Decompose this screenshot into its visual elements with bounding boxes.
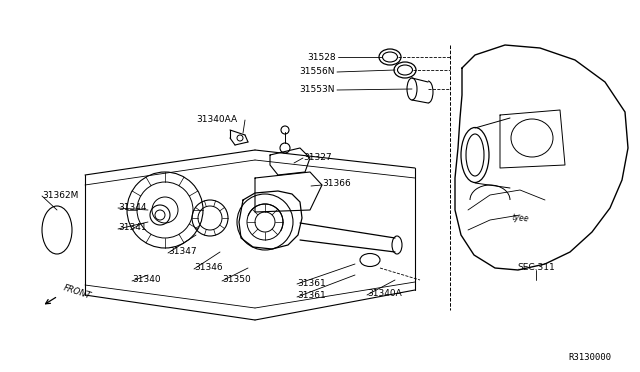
Text: 31327: 31327 (303, 153, 332, 161)
Text: 31340: 31340 (132, 276, 161, 285)
Text: 31361: 31361 (297, 292, 326, 301)
Text: 31361: 31361 (297, 279, 326, 288)
Text: 31553N: 31553N (300, 86, 335, 94)
Text: 31362M: 31362M (42, 190, 78, 199)
Text: 31350: 31350 (222, 276, 251, 285)
Text: SEC.311: SEC.311 (517, 263, 555, 273)
Text: 31344: 31344 (118, 202, 147, 212)
Text: 31346: 31346 (194, 263, 223, 273)
Text: 31347: 31347 (168, 247, 196, 257)
Text: 31340A: 31340A (367, 289, 402, 298)
Text: 31556N: 31556N (300, 67, 335, 77)
Text: tyee: tyee (511, 213, 529, 223)
Text: FRONT: FRONT (62, 283, 92, 301)
Text: 31528: 31528 (307, 52, 336, 61)
Text: R3130000: R3130000 (568, 353, 611, 362)
Text: 31340AA: 31340AA (196, 115, 237, 125)
Text: 31341: 31341 (118, 224, 147, 232)
Text: 31366: 31366 (322, 180, 351, 189)
